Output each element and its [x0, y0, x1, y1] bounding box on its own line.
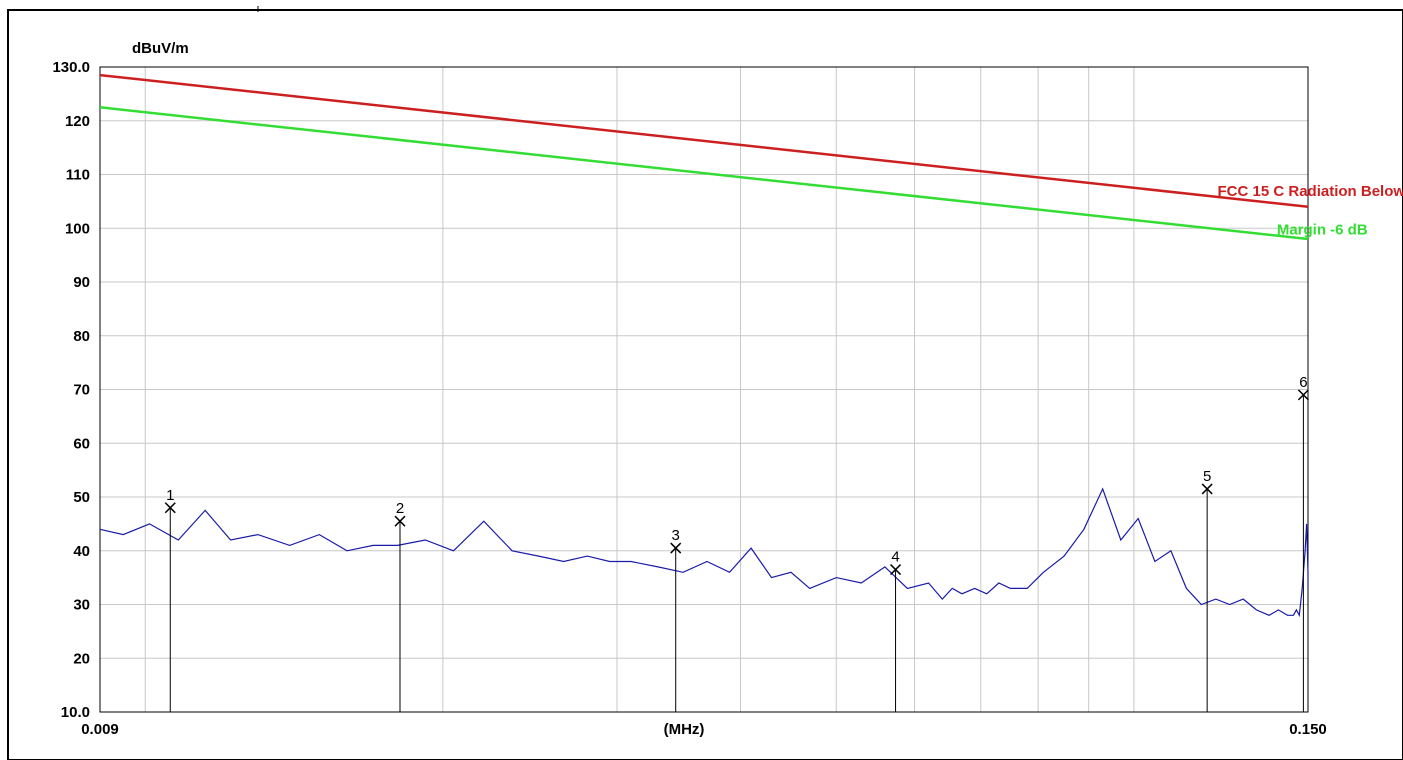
markers: 1 2 3 4 5 6 [164, 374, 1309, 712]
y-tick-label: 50 [73, 489, 90, 506]
marker-cross [670, 542, 682, 554]
marker-1: 1 [164, 487, 176, 712]
y-tick-label: 110 [66, 167, 90, 184]
marker-cross [394, 515, 406, 527]
y-tick-label: 130.0 [52, 59, 90, 76]
marker-2: 2 [394, 500, 406, 712]
marker-5: 5 [1201, 468, 1213, 712]
y-tick-label: 70 [73, 382, 90, 399]
y-axis-unit: dBuV/m [132, 40, 189, 57]
marker-cross [1297, 389, 1309, 401]
y-tick-label: 90 [73, 274, 90, 291]
marker-label: 2 [396, 500, 404, 517]
margin-line [99, 106, 1309, 241]
marker-label: 6 [1299, 374, 1307, 391]
y-tick-label: 20 [73, 650, 90, 667]
labels: FCC 15 C Radiation Below 1GHz Margin -6 d… [1218, 183, 1403, 239]
y-tick-label: 60 [73, 435, 90, 452]
marker-label: 3 [672, 527, 680, 544]
margin-line-label: Margin -6 dB [1277, 222, 1368, 239]
y-tick-label: 100 [65, 220, 90, 237]
marker-label: 5 [1203, 468, 1211, 485]
x-tick-label: 0.150 [1289, 721, 1327, 738]
marker-label: 1 [166, 487, 174, 504]
grid: 10.0 20 30 40 50 60 70 80 90 100 110 120 130.0 0.009 0… [52, 59, 1326, 738]
marker-6: 6 [1297, 374, 1309, 712]
marker-cross [890, 564, 902, 576]
marker-4: 4 [890, 549, 902, 712]
y-tick-label: 30 [73, 597, 90, 614]
series-layer [99, 73, 1309, 618]
y-tick-label: 120 [65, 113, 90, 130]
y-tick-label: 10.0 [61, 704, 90, 721]
limit-line [99, 73, 1309, 209]
y-tick-label: 40 [73, 543, 90, 560]
limit-line-label: FCC 15 C Radiation Below 1GHz [1218, 183, 1403, 200]
marker-3: 3 [670, 527, 682, 712]
outer-frame [7, 9, 1403, 760]
marker-cross [1201, 483, 1213, 495]
x-tick-label: 0.009 [81, 721, 119, 738]
y-tick-label: 80 [73, 328, 90, 345]
measurement-trace [99, 487, 1309, 618]
marker-label: 4 [891, 549, 899, 566]
marker-cross [164, 502, 176, 514]
x-axis-unit: (MHz) [664, 721, 705, 738]
